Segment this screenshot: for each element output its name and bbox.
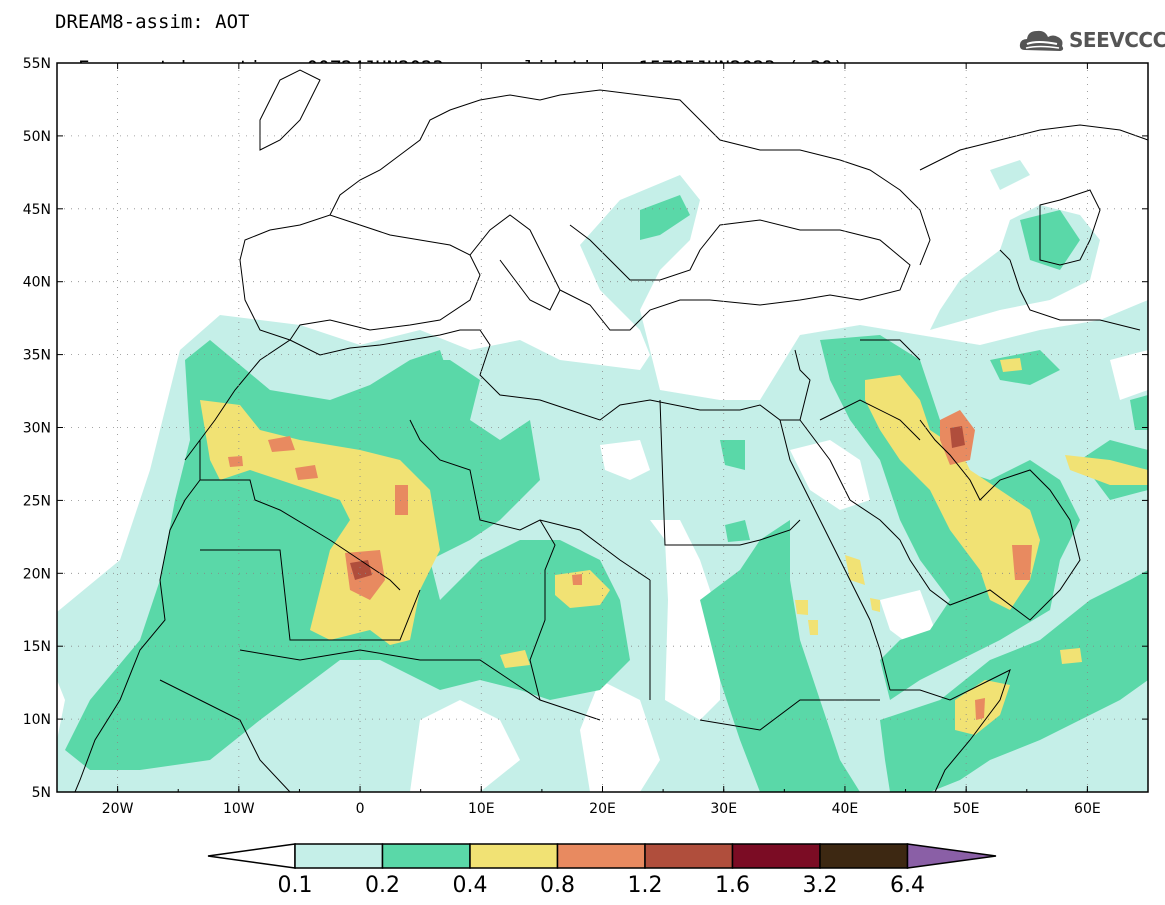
lat-label: 10N [23,712,51,728]
colorbar-segment [381,843,471,869]
lon-label: 40E [832,801,859,817]
colorbar-label: 0.1 [278,873,313,898]
lon-label: 60E [1074,801,1101,817]
lat-label: 25N [23,493,51,509]
logo-text: SEEVCCC [1069,28,1165,52]
longitude-labels: 20W 10W 0 10E 20E 30E 40E 50E 60E [102,801,1101,817]
latitude-labels: 5N 10N 15N 20N 25N 30N 35N 40N 45N 50N 55N [23,56,51,801]
lat-label: 35N [23,348,51,364]
colorbar-segment [819,843,909,869]
aot-band-1.2 [350,426,965,580]
colorbar-label: 3.2 [803,873,838,898]
lat-label: 50N [23,129,51,145]
colorbar-label: 0.8 [540,873,575,898]
colorbar-segment [294,843,384,869]
graticule [57,63,1148,792]
lat-label: 20N [23,566,51,582]
colorbar-segment [556,843,646,869]
colorbar-label: 0.4 [453,873,488,898]
colorbar-segment [469,843,559,869]
lat-label: 15N [23,639,51,655]
colorbar-under-arrow [207,843,296,869]
cloud-icon [1019,30,1064,51]
lat-label: 55N [23,56,51,72]
lat-label: 40N [23,275,51,291]
colorbar-label: 1.6 [715,873,750,898]
lat-label: 45N [23,202,51,218]
lon-label: 50E [953,801,980,817]
colorbar-label: 1.2 [628,873,663,898]
colorbar-segment [731,843,821,869]
lon-label: 30E [710,801,737,817]
lon-label: 10E [468,801,495,817]
lon-label: 0 [356,801,365,817]
coastlines [74,69,1148,792]
lon-label: 20W [102,801,134,817]
aot-colorbar: 0.1 0.2 0.4 0.8 1.2 1.6 3.2 6.4 [207,843,997,898]
lon-label: 10W [223,801,255,817]
colorbar-label: 0.2 [365,873,400,898]
lat-label: 5N [32,785,51,801]
colorbar-label: 6.4 [890,873,925,898]
seevccc-logo: SEEVCCC [1017,24,1165,56]
map-title: DREAM8-assim: AOT [55,11,250,33]
lat-label: 30N [23,421,51,437]
colorbar-segment [644,843,734,869]
lon-label: 20E [589,801,616,817]
colorbar-over-arrow [906,843,997,869]
axis-ticks [56,62,1149,793]
